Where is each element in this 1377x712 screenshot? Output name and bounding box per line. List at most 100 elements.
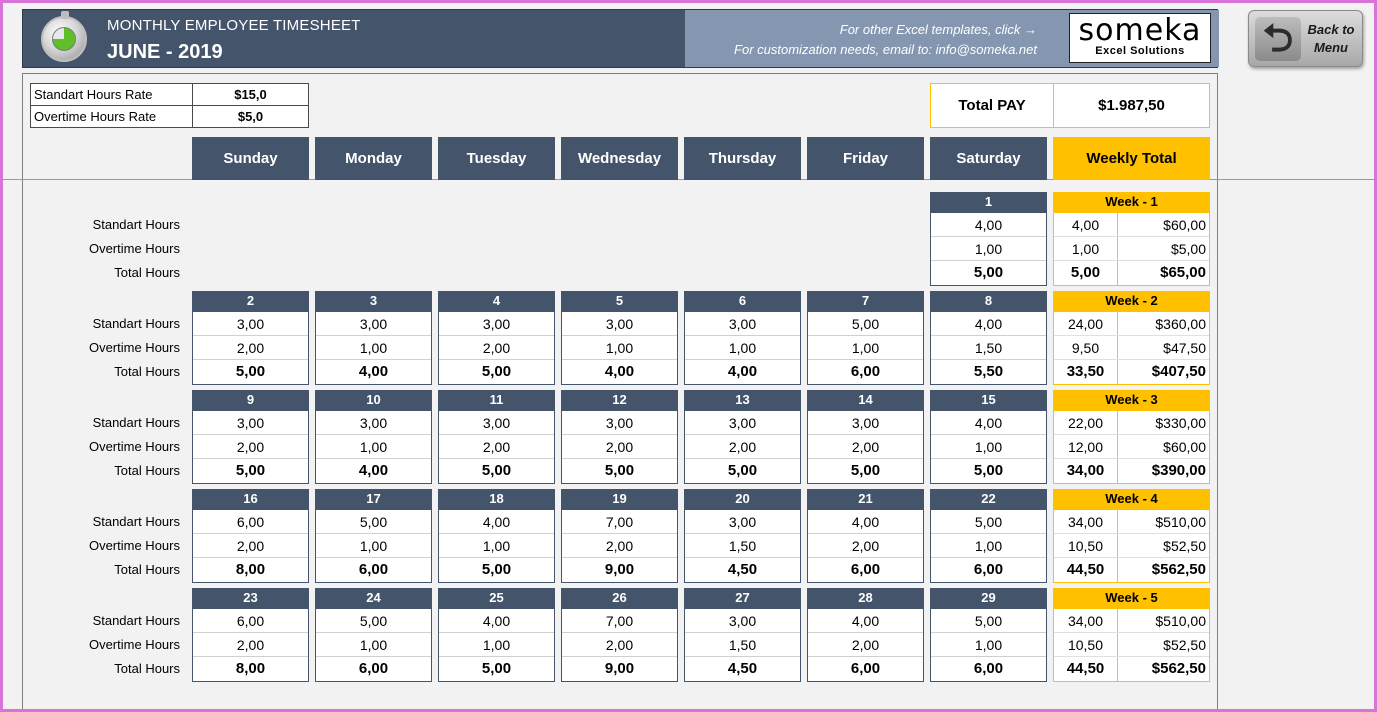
overtime-rate-value[interactable]: $5,0	[192, 105, 309, 128]
day-header-0: Sunday	[192, 137, 309, 180]
total-hours-value: 6,00	[358, 660, 389, 677]
standard-hours-input[interactable]: 3,00	[685, 411, 800, 435]
week-standard-pay: $510,00	[1155, 514, 1206, 530]
total-hours-value: 5,00	[481, 462, 512, 479]
day-number: 14	[807, 390, 924, 410]
contact-email[interactable]: For customization needs, email to: info@…	[734, 42, 1037, 57]
overtime-hours-input[interactable]: 1,00	[931, 534, 1046, 558]
day-cell: 13 3,00 2,00 5,00	[684, 390, 801, 484]
overtime-hours-input[interactable]: 1,00	[439, 633, 554, 657]
overtime-hours-input[interactable]: 1,00	[562, 336, 677, 360]
standard-hours-input[interactable]: 3,00	[316, 411, 431, 435]
standard-hours-input[interactable]: 3,00	[193, 312, 308, 336]
overtime-hours-input[interactable]: 2,00	[808, 633, 923, 657]
overtime-hours-input[interactable]: 1,00	[316, 435, 431, 459]
total-hours-value: 4,50	[727, 561, 758, 578]
overtime-hours-input[interactable]: 1,00	[931, 237, 1046, 261]
week-standard-hours: 24,00	[1054, 312, 1118, 335]
row-label-standard: Standart Hours	[92, 613, 180, 628]
day-values: 3,00 2,00 5,00	[561, 410, 678, 484]
overtime-hours-input[interactable]: 1,50	[685, 633, 800, 657]
day-cell: 23 6,00 2,00 8,00	[192, 588, 309, 682]
day-header-1: Monday	[315, 137, 432, 180]
overtime-hours-input[interactable]: 1,50	[931, 336, 1046, 360]
standard-hours-input[interactable]: 3,00	[685, 609, 800, 633]
standard-hours-input[interactable]: 4,00	[808, 609, 923, 633]
overtime-hours-input[interactable]: 2,00	[439, 336, 554, 360]
standard-hours-input[interactable]: 3,00	[439, 312, 554, 336]
row-label-overtime: Overtime Hours	[88, 340, 180, 355]
standard-hours-input[interactable]: 3,00	[685, 510, 800, 534]
overtime-hours-input[interactable]: 1,00	[316, 534, 431, 558]
back-to-menu-button[interactable]: ⮌ Back to Menu	[1248, 10, 1363, 67]
standard-hours-input[interactable]: 4,00	[439, 510, 554, 534]
overtime-hours-input[interactable]: 1,00	[931, 633, 1046, 657]
standard-hours-input[interactable]: 3,00	[193, 411, 308, 435]
overtime-hours-input[interactable]: 1,50	[685, 534, 800, 558]
overtime-hours-input[interactable]: 1,00	[316, 633, 431, 657]
standard-hours-input[interactable]: 5,00	[931, 609, 1046, 633]
day-values: 4,00 1,50 5,50	[930, 311, 1047, 385]
overtime-hours-input[interactable]: 1,00	[685, 336, 800, 360]
overtime-hours-input[interactable]: 2,00	[808, 534, 923, 558]
overtime-hours-input[interactable]: 2,00	[193, 633, 308, 657]
standard-hours-input[interactable]: 5,00	[931, 510, 1046, 534]
week-values: 22,00 $330,00 12,00 $60,00 34,00 $390,00	[1053, 410, 1210, 484]
standard-hours-input[interactable]: 4,00	[931, 213, 1046, 237]
standard-hours-input[interactable]: 7,00	[562, 609, 677, 633]
standard-hours-input[interactable]: 4,00	[439, 609, 554, 633]
day-values: 3,00 1,50 4,50	[684, 509, 801, 583]
overtime-hours-input[interactable]: 2,00	[439, 435, 554, 459]
someka-logo[interactable]: someka Excel Solutions	[1069, 13, 1211, 63]
standard-hours-input[interactable]: 3,00	[316, 312, 431, 336]
total-pay-label: Total PAY	[931, 84, 1054, 127]
overtime-hours-input[interactable]: 2,00	[562, 435, 677, 459]
day-values: 5,00 1,00 6,00	[807, 311, 924, 385]
day-values: 7,00 2,00 9,00	[561, 509, 678, 583]
day-cell: 21 4,00 2,00 6,00	[807, 489, 924, 583]
day-cell: 24 5,00 1,00 6,00	[315, 588, 432, 682]
week-standard-pay: $360,00	[1155, 316, 1206, 332]
overtime-hours-input[interactable]: 2,00	[685, 435, 800, 459]
overtime-hours-input[interactable]: 2,00	[193, 534, 308, 558]
standard-hours-input[interactable]: 4,00	[931, 312, 1046, 336]
day-values: 3,00 1,00 4,00	[684, 311, 801, 385]
total-hours-value: 5,00	[481, 660, 512, 677]
overtime-hours-input[interactable]: 1,00	[808, 336, 923, 360]
standard-hours-input[interactable]: 5,00	[808, 312, 923, 336]
overtime-hours-input[interactable]: 2,00	[193, 336, 308, 360]
standard-hours-input[interactable]: 6,00	[193, 510, 308, 534]
day-values: 5,00 1,00 6,00	[930, 509, 1047, 583]
day-cell: 12 3,00 2,00 5,00	[561, 390, 678, 484]
standard-hours-input[interactable]: 3,00	[808, 411, 923, 435]
week-label: Week - 2	[1053, 291, 1210, 311]
standard-hours-input[interactable]: 3,00	[685, 312, 800, 336]
overtime-hours-input[interactable]: 1,00	[931, 435, 1046, 459]
stopwatch-icon	[41, 11, 87, 62]
standard-hours-input[interactable]: 5,00	[316, 510, 431, 534]
overtime-hours-input[interactable]: 2,00	[808, 435, 923, 459]
standard-hours-input[interactable]: 4,00	[808, 510, 923, 534]
overtime-hours-input[interactable]: 1,00	[316, 336, 431, 360]
overtime-hours-input[interactable]: 1,00	[439, 534, 554, 558]
standard-hours-input[interactable]: 7,00	[562, 510, 677, 534]
overtime-hours-input[interactable]: 2,00	[193, 435, 308, 459]
overtime-hours-input[interactable]: 2,00	[562, 534, 677, 558]
week-values: 4,00 $60,00 1,00 $5,00 5,00 $65,00	[1053, 212, 1210, 286]
standard-hours-input[interactable]: 4,00	[931, 411, 1046, 435]
timesheet-area	[22, 73, 1218, 712]
standard-hours-input[interactable]: 5,00	[316, 609, 431, 633]
overtime-rate-label: Overtime Hours Rate	[30, 105, 193, 128]
standard-rate-value[interactable]: $15,0	[192, 83, 309, 106]
templates-link[interactable]: For other Excel templates, click →	[839, 22, 1037, 37]
week-total-pay: $562,50	[1151, 561, 1206, 578]
standard-hours-input[interactable]: 6,00	[193, 609, 308, 633]
day-number: 9	[192, 390, 309, 410]
day-values: 5,00 1,00 6,00	[930, 608, 1047, 682]
standard-hours-input[interactable]: 3,00	[562, 312, 677, 336]
overtime-hours-input[interactable]: 2,00	[562, 633, 677, 657]
day-cell: 20 3,00 1,50 4,50	[684, 489, 801, 583]
standard-hours-input[interactable]: 3,00	[562, 411, 677, 435]
standard-hours-input[interactable]: 3,00	[439, 411, 554, 435]
info-panel: For other Excel templates, click → For c…	[685, 10, 1219, 67]
